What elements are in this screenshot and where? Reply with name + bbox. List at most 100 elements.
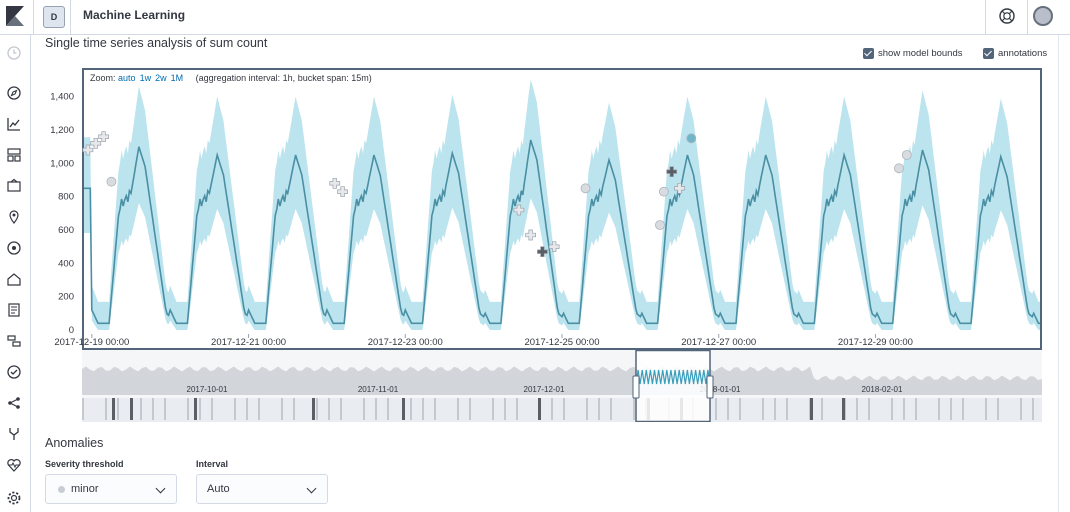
context-anomaly-tick bbox=[962, 398, 964, 420]
visualize-chart-icon[interactable] bbox=[6, 116, 22, 132]
context-anomaly-tick bbox=[891, 398, 893, 420]
context-anomaly-tick bbox=[492, 398, 494, 420]
app-badge[interactable]: D bbox=[43, 6, 65, 28]
context-anomaly-tick bbox=[821, 398, 823, 420]
focus-chart[interactable]: 0 200 400 600 800 1,000 1,200 1,400 2017-12-19 0… bbox=[0, 0, 1070, 350]
context-anomaly-tick bbox=[610, 398, 612, 420]
checkbox-label: annotations bbox=[998, 48, 1048, 59]
zoom-bar: Zoom: auto 1w 2w 1M (aggregation interval: … bbox=[90, 73, 372, 83]
help-icon[interactable] bbox=[998, 7, 1016, 25]
context-anomaly-tick bbox=[375, 398, 377, 420]
context-anomaly-tick bbox=[152, 398, 154, 420]
context-anomaly-tick bbox=[516, 398, 518, 420]
zoom-1m-link[interactable]: 1M bbox=[170, 73, 184, 83]
x-tick-label: 2017-12-23 00:00 bbox=[368, 337, 443, 348]
app-title: Machine Learning bbox=[83, 8, 186, 22]
zoom-2w-link[interactable]: 2w bbox=[155, 73, 167, 83]
context-axis-label: 2017-10-01 bbox=[187, 385, 228, 394]
anomaly-marker bbox=[537, 246, 548, 258]
context-anomaly-tick bbox=[105, 398, 107, 420]
context-anomaly-tick bbox=[422, 398, 424, 420]
context-anomaly-tick bbox=[586, 398, 588, 420]
context-axis-label: 2018-02-01 bbox=[862, 385, 903, 394]
user-avatar[interactable] bbox=[1033, 6, 1053, 26]
context-anomaly-tick bbox=[187, 398, 189, 420]
context-selected-series bbox=[635, 369, 711, 385]
zoom-label: Zoom: bbox=[90, 73, 116, 83]
uptime-icon[interactable] bbox=[6, 364, 22, 380]
chevron-down-icon bbox=[155, 483, 166, 494]
context-anomaly-tick bbox=[363, 398, 365, 420]
context-anomaly-tick bbox=[563, 398, 565, 420]
context-anomaly-tick bbox=[117, 398, 119, 420]
anomaly-marker bbox=[337, 186, 348, 198]
checkbox-checked-icon[interactable] bbox=[863, 48, 874, 59]
x-tick-label: 2017-12-21 00:00 bbox=[211, 337, 286, 348]
divider bbox=[1058, 35, 1059, 512]
x-tick-label: 2017-12-29 00:00 bbox=[838, 337, 913, 348]
y-tick-label: 0 bbox=[69, 325, 74, 336]
maps-pin-icon[interactable] bbox=[6, 209, 22, 225]
checkbox-label: show model bounds bbox=[878, 48, 963, 59]
anomaly-marker bbox=[82, 144, 94, 156]
checkbox-checked-icon[interactable] bbox=[983, 48, 994, 59]
zoom-1w-link[interactable]: 1w bbox=[139, 73, 152, 83]
context-anomaly-tick bbox=[868, 398, 870, 420]
context-anomaly-tick bbox=[246, 398, 248, 420]
graph-icon[interactable] bbox=[6, 395, 22, 411]
anomaly-marker bbox=[329, 177, 341, 189]
canvas-icon[interactable] bbox=[6, 178, 22, 194]
machine-learning-icon[interactable] bbox=[6, 240, 22, 256]
anomaly-marker bbox=[513, 204, 525, 216]
divider bbox=[70, 0, 71, 34]
context-anomaly-tick bbox=[739, 398, 741, 420]
divider bbox=[33, 0, 34, 34]
show-model-bounds-checkbox[interactable]: show model bounds bbox=[863, 48, 963, 62]
anomaly-marker bbox=[106, 176, 117, 187]
context-anomaly-tick bbox=[633, 398, 635, 420]
context-anomaly-tick bbox=[316, 398, 318, 420]
infrastructure-icon[interactable] bbox=[6, 271, 22, 287]
y-tick-label: 600 bbox=[58, 225, 74, 236]
context-anomaly-tick bbox=[402, 398, 405, 420]
divider bbox=[1027, 0, 1028, 34]
y-tick-label: 800 bbox=[58, 192, 74, 203]
monitoring-heart-icon[interactable] bbox=[6, 457, 22, 473]
anomaly-marker bbox=[894, 163, 904, 174]
context-axis-label: 2017-12-01 bbox=[524, 385, 565, 394]
anomaly-marker bbox=[98, 131, 109, 143]
context-anomaly-tick bbox=[842, 398, 845, 420]
context-anomaly-tick bbox=[328, 398, 330, 420]
zoom-auto-link[interactable]: auto bbox=[118, 73, 136, 83]
discover-compass-icon[interactable] bbox=[6, 85, 22, 101]
context-anomaly-tick bbox=[112, 398, 115, 420]
context-anomaly-tick bbox=[194, 398, 197, 420]
context-chart[interactable]: 2017-10-01 2017-11-01 2017-12-01 2018-01-01… bbox=[82, 350, 1042, 422]
context-anomaly-tick bbox=[598, 398, 600, 420]
dashboard-icon[interactable] bbox=[6, 147, 22, 163]
anomaly-marker bbox=[658, 186, 669, 197]
severity-dot-icon bbox=[58, 485, 65, 493]
model-bounds-area bbox=[84, 80, 1040, 330]
logs-icon[interactable] bbox=[6, 302, 22, 318]
y-tick-label: 200 bbox=[58, 292, 74, 303]
context-anomaly-tick bbox=[856, 398, 858, 420]
context-anomaly-tick bbox=[1032, 398, 1034, 420]
severity-threshold-select[interactable]: minor bbox=[45, 474, 177, 504]
dev-tools-icon[interactable] bbox=[6, 426, 22, 442]
x-tick-label: 2017-12-27 00:00 bbox=[681, 337, 756, 348]
interval-select[interactable]: Auto bbox=[196, 474, 328, 504]
anomaly-marker bbox=[666, 166, 678, 178]
anomaly-marker bbox=[655, 220, 665, 230]
apm-icon[interactable] bbox=[6, 333, 22, 349]
context-anomaly-tick bbox=[199, 398, 201, 420]
context-anomaly-tick bbox=[727, 398, 729, 420]
panel-title: Single time series analysis of sum count bbox=[45, 36, 268, 50]
annotations-checkbox[interactable]: annotations bbox=[983, 48, 1047, 62]
recent-clock-icon[interactable] bbox=[6, 45, 22, 61]
y-tick-label: 1,200 bbox=[50, 125, 74, 136]
management-gear-icon[interactable] bbox=[6, 490, 22, 506]
top-nav-bar: D Machine Learning bbox=[0, 0, 1070, 35]
kibana-logo-icon[interactable] bbox=[4, 4, 26, 28]
context-anomaly-tick bbox=[985, 398, 987, 420]
